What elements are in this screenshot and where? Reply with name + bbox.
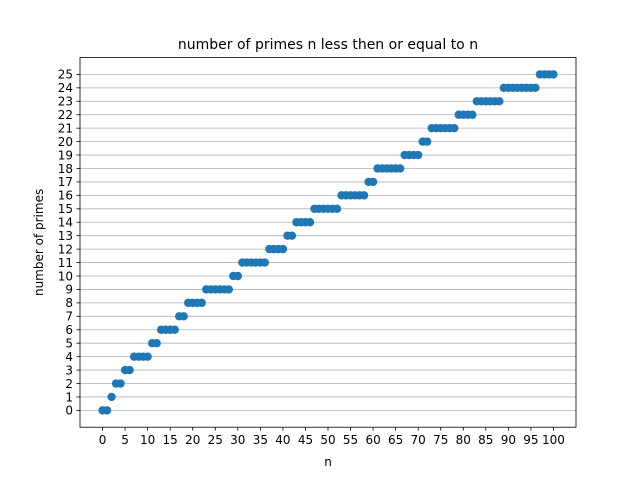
x-tick-label: 65 bbox=[388, 433, 403, 447]
data-point bbox=[224, 285, 233, 294]
data-point bbox=[197, 298, 206, 308]
data-point bbox=[278, 244, 288, 254]
x-tick-label: 60 bbox=[365, 433, 380, 447]
data-point bbox=[143, 352, 152, 361]
y-tick-label: 5 bbox=[65, 337, 73, 351]
x-tick-label: 55 bbox=[343, 433, 358, 447]
y-tick-label: 3 bbox=[65, 363, 73, 377]
data-point bbox=[450, 123, 459, 133]
y-tick-label: 12 bbox=[58, 242, 73, 256]
x-tick-label: 75 bbox=[433, 433, 448, 447]
data-point bbox=[468, 110, 477, 119]
data-point bbox=[423, 137, 432, 146]
x-tick-label: 35 bbox=[253, 433, 268, 447]
data-point bbox=[332, 204, 342, 213]
chart-title: number of primes n less then or equal to… bbox=[178, 37, 478, 53]
y-tick-label: 15 bbox=[58, 202, 73, 216]
data-point bbox=[170, 325, 179, 334]
x-tick-label: 20 bbox=[185, 433, 200, 447]
data-point bbox=[413, 150, 423, 160]
data-point bbox=[305, 218, 315, 227]
y-tick-label: 22 bbox=[58, 108, 73, 122]
y-tick-label: 25 bbox=[58, 68, 73, 82]
y-tick-label: 1 bbox=[65, 390, 73, 404]
x-tick-label: 15 bbox=[163, 433, 178, 447]
x-tick-label: 50 bbox=[320, 433, 335, 447]
y-axis-label: number of primes bbox=[32, 189, 46, 296]
data-point bbox=[495, 97, 504, 106]
data-point bbox=[287, 231, 297, 240]
x-axis-ticks: 0 5 10 15 20 25 30 35 40 45 50 55 60 65 70 75 80 85 90 95 10… bbox=[99, 427, 565, 447]
data-point bbox=[102, 406, 112, 415]
data-point bbox=[395, 164, 405, 173]
data-point bbox=[152, 339, 161, 348]
x-tick-label: 40 bbox=[275, 433, 290, 447]
data-point bbox=[549, 70, 558, 79]
y-tick-label: 24 bbox=[58, 81, 73, 95]
y-tick-label: 17 bbox=[58, 175, 73, 189]
x-tick-label: 30 bbox=[230, 433, 245, 447]
data-point bbox=[179, 312, 188, 321]
y-axis-ticks: 0123456789101112131415161718192021222324… bbox=[58, 68, 80, 418]
x-tick-label: 90 bbox=[501, 433, 516, 447]
data-point bbox=[116, 379, 125, 388]
y-tick-label: 21 bbox=[58, 121, 73, 135]
y-tick-label: 20 bbox=[58, 135, 73, 149]
x-tick-label: 85 bbox=[478, 433, 493, 447]
data-point bbox=[531, 83, 540, 93]
data-point bbox=[359, 191, 369, 200]
x-tick-label: 0 bbox=[99, 433, 107, 447]
x-tick-label: 95 bbox=[523, 433, 538, 447]
x-tick-label: 70 bbox=[411, 433, 426, 447]
data-points bbox=[98, 70, 558, 415]
grid-lines bbox=[80, 74, 576, 411]
x-tick-label: 10 bbox=[140, 433, 155, 447]
x-tick-label: 45 bbox=[298, 433, 313, 447]
y-tick-label: 9 bbox=[65, 283, 73, 297]
y-tick-label: 11 bbox=[58, 256, 73, 270]
y-tick-label: 4 bbox=[65, 350, 73, 364]
y-tick-label: 18 bbox=[58, 162, 73, 176]
x-axis-label: n bbox=[324, 455, 332, 469]
y-tick-label: 14 bbox=[58, 216, 73, 230]
y-tick-label: 13 bbox=[58, 229, 73, 243]
y-tick-label: 2 bbox=[65, 377, 73, 391]
x-tick-label: 100 bbox=[542, 433, 565, 447]
data-point bbox=[125, 365, 134, 375]
x-tick-label: 5 bbox=[121, 433, 129, 447]
data-point bbox=[233, 271, 243, 281]
x-tick-label: 25 bbox=[208, 433, 223, 447]
y-tick-label: 8 bbox=[65, 296, 73, 310]
y-tick-label: 19 bbox=[58, 148, 73, 162]
data-point bbox=[107, 392, 116, 402]
data-point bbox=[368, 177, 378, 187]
x-tick-label: 80 bbox=[456, 433, 471, 447]
y-tick-label: 0 bbox=[65, 404, 73, 418]
y-tick-label: 23 bbox=[58, 95, 73, 109]
y-tick-label: 10 bbox=[58, 269, 73, 283]
y-tick-label: 7 bbox=[65, 310, 73, 324]
y-tick-label: 6 bbox=[65, 323, 73, 337]
data-point bbox=[260, 258, 270, 267]
y-tick-label: 16 bbox=[58, 189, 73, 203]
